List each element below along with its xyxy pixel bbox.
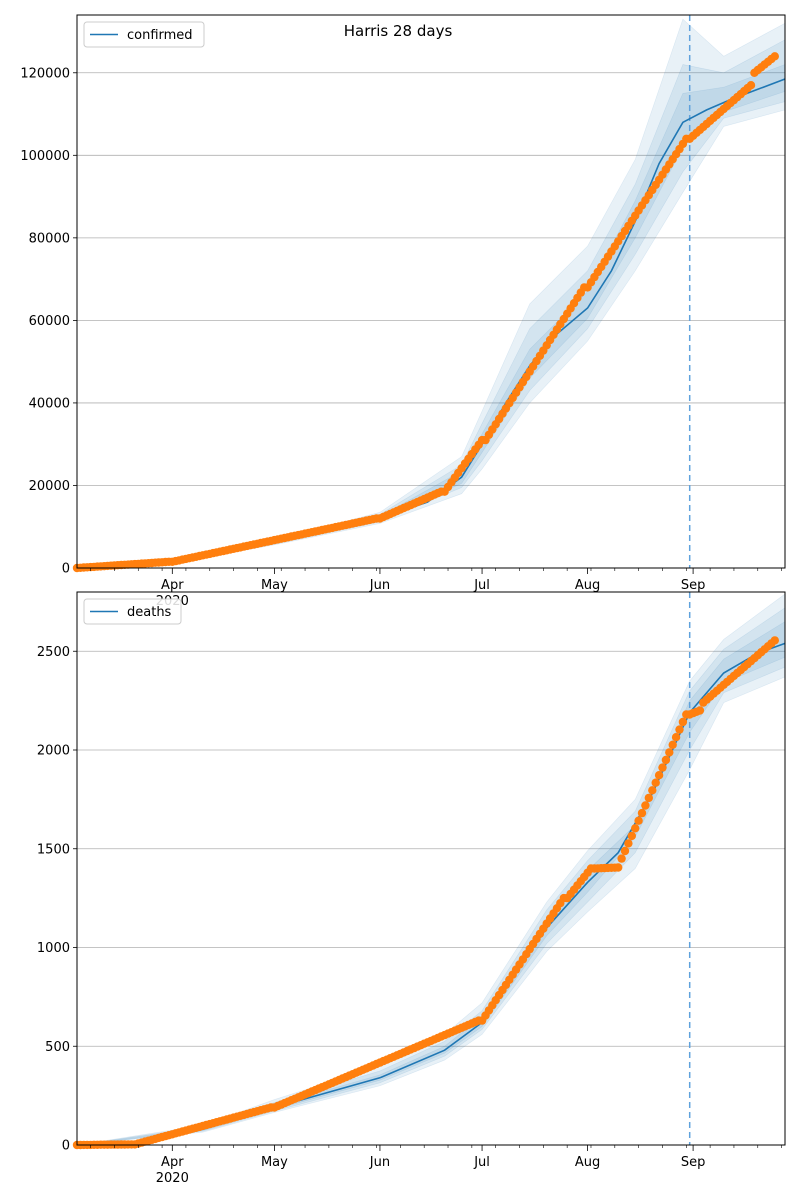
observed-point [617, 854, 626, 863]
observed-point [654, 771, 664, 780]
legend-label: deaths [127, 605, 172, 620]
uncertainty-band [76, 593, 786, 1146]
y-tick-label: 20000 [29, 479, 70, 494]
y-tick-label: 40000 [29, 396, 70, 411]
legend-box [83, 21, 205, 48]
observed-point [665, 748, 674, 757]
figure-title: Harris 28 days [344, 22, 453, 40]
y-tick-label: 80000 [29, 231, 70, 246]
legend-box [83, 598, 182, 625]
observed-point [624, 839, 633, 848]
x-tick-label: Sep [681, 1155, 706, 1170]
observed-point [644, 793, 653, 803]
observed-point [648, 786, 657, 795]
observed-point [695, 706, 705, 715]
x-tick-label: Aug [575, 578, 600, 593]
x-tick-label: Apr [161, 578, 184, 593]
plot-frame [76, 591, 786, 1146]
y-tick-label: 100000 [20, 149, 70, 164]
legend-label: confirmed [127, 28, 193, 43]
y-tick-label: 60000 [29, 314, 70, 329]
observed-point [770, 636, 779, 645]
y-tick-label: 0 [62, 562, 70, 577]
x-tick-label: Apr [161, 1155, 184, 1170]
observed-point [634, 816, 643, 825]
y-tick-label: 2500 [37, 645, 70, 660]
legend: deaths [83, 598, 182, 625]
observed-point [620, 846, 630, 856]
observed-point [675, 725, 684, 734]
observed-point [614, 863, 623, 872]
legend: confirmed [83, 21, 205, 48]
observed-point [746, 81, 756, 90]
x-tick-label: Aug [575, 1155, 600, 1170]
observed-point [668, 740, 677, 749]
x-tick-label: Jul [473, 1155, 490, 1170]
observed-point [631, 824, 640, 833]
observed-point [627, 831, 636, 841]
observed-point [671, 733, 681, 742]
y-tick-label: 500 [45, 1040, 70, 1055]
plot-frame [76, 14, 786, 569]
observed-point [641, 801, 650, 810]
y-tick-label: 1500 [37, 842, 70, 857]
y-tick-label: 120000 [20, 66, 70, 81]
y-tick-label: 1000 [37, 941, 70, 956]
observed-point [770, 52, 779, 61]
y-tick-label: 2000 [37, 744, 70, 759]
x-tick-label: Jun [369, 1155, 390, 1170]
observed-point [658, 763, 667, 772]
x-tick-label: Jun [369, 578, 390, 593]
x-tick-label: Jul [473, 578, 490, 593]
observed-point [651, 778, 660, 787]
observed-point [637, 808, 647, 818]
x-tick-sublabel: 2020 [156, 1171, 189, 1186]
observed-point [661, 755, 671, 765]
x-tick-label: May [261, 1155, 288, 1170]
x-tick-label: May [261, 578, 288, 593]
uncertainty-band [76, 621, 786, 1146]
y-tick-label: 0 [62, 1139, 70, 1154]
x-tick-label: Sep [681, 578, 706, 593]
confirmed-panel: 020000400006000080000100000120000Apr2020… [20, 14, 786, 609]
observed-point [678, 717, 688, 727]
